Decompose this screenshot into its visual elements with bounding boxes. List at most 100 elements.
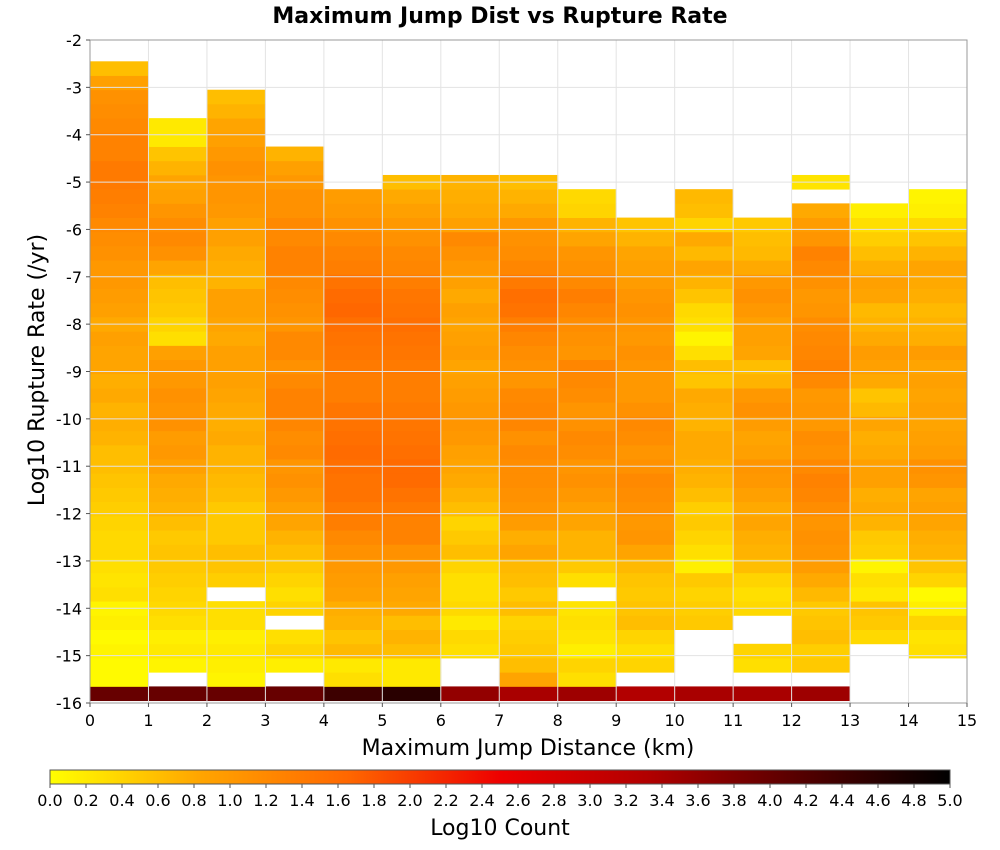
colorbar-tick-label: 5.0 — [937, 791, 962, 810]
heatmap-cell — [557, 430, 617, 446]
y-tick-label: -16 — [56, 694, 82, 713]
heatmap-cell — [908, 544, 968, 559]
heatmap-cell — [733, 430, 792, 446]
heatmap-cell — [733, 558, 792, 574]
heatmap-cell — [323, 302, 383, 318]
heatmap-cell — [148, 260, 208, 275]
heatmap-cell — [148, 643, 208, 659]
heatmap-cell — [616, 260, 676, 275]
heatmap-cell — [674, 558, 734, 574]
heatmap-cell — [440, 246, 500, 261]
heatmap-cell — [616, 246, 676, 261]
heatmap-cell — [850, 558, 909, 574]
heatmap-cell — [265, 430, 325, 446]
heatmap-cell — [499, 544, 559, 559]
x-tick-label: 5 — [377, 711, 387, 730]
heatmap-cell — [323, 515, 383, 531]
heatmap-cell — [850, 345, 909, 361]
heatmap-cell — [557, 501, 617, 517]
heatmap-cell — [908, 189, 968, 204]
heatmap-cell — [791, 586, 851, 602]
heatmap-cell — [206, 501, 266, 517]
heatmap-cell — [265, 331, 325, 346]
heatmap-cell — [616, 302, 676, 318]
heatmap-cell — [791, 558, 851, 574]
heatmap-cell — [148, 231, 208, 247]
heatmap-cell — [206, 103, 266, 119]
heatmap-cell — [850, 260, 909, 275]
heatmap-cell — [90, 515, 149, 531]
heatmap-cell — [148, 416, 208, 432]
heatmap-cell — [206, 515, 266, 531]
heatmap-cell — [265, 146, 325, 162]
heatmap-cell — [674, 246, 734, 261]
heatmap-cell — [382, 615, 442, 630]
heatmap-cell — [499, 246, 559, 261]
heatmap-cell — [733, 331, 792, 346]
heatmap-cell — [908, 359, 968, 375]
heatmap-cell — [382, 643, 442, 659]
heatmap-cell — [674, 203, 734, 218]
heatmap-cell — [206, 246, 266, 261]
heatmap-cells — [90, 61, 968, 702]
heatmap-cell — [440, 501, 500, 517]
heatmap-cell — [440, 274, 500, 290]
heatmap-cell — [440, 331, 500, 346]
heatmap-cell — [791, 302, 851, 318]
heatmap-cell — [850, 402, 909, 417]
heatmap-cell — [382, 402, 442, 417]
heatmap-cell — [908, 402, 968, 417]
colorbar-tick-label: 1.8 — [361, 791, 386, 810]
heatmap-cell — [616, 402, 676, 417]
heatmap-cell — [499, 345, 559, 361]
x-tick-label: 1 — [143, 711, 153, 730]
heatmap-cell — [206, 629, 266, 645]
heatmap-cell — [557, 189, 617, 204]
heatmap-cell — [908, 473, 968, 488]
heatmap-cell — [499, 672, 559, 687]
heatmap-cell — [908, 203, 968, 218]
heatmap-cell — [557, 686, 617, 702]
heatmap-cell — [791, 203, 851, 218]
heatmap-cell — [382, 189, 442, 204]
heatmap-cell — [323, 203, 383, 218]
heatmap-cell — [90, 530, 149, 545]
heatmap-cell — [908, 246, 968, 261]
heatmap-cell — [206, 402, 266, 417]
y-tick-label: -6 — [66, 220, 82, 239]
y-tick-label: -7 — [66, 268, 82, 287]
heatmap-cell — [499, 416, 559, 432]
y-tick-label: -11 — [56, 457, 82, 476]
heatmap-cell — [850, 331, 909, 346]
y-tick-label: -4 — [66, 126, 82, 145]
heatmap-cell — [323, 501, 383, 517]
colorbar-tick-label: 4.6 — [865, 791, 890, 810]
heatmap-cell — [206, 658, 266, 673]
heatmap-cell — [382, 558, 442, 574]
heatmap-cell — [616, 331, 676, 346]
heatmap-cell — [850, 274, 909, 290]
heatmap-cell — [323, 615, 383, 630]
heatmap-cell — [616, 643, 676, 659]
heatmap-cell — [616, 558, 676, 574]
heatmap-cell — [265, 246, 325, 261]
heatmap-cell — [499, 231, 559, 247]
y-tick-label: -3 — [66, 78, 82, 97]
heatmap-cell — [674, 373, 734, 389]
heatmap-cell — [323, 260, 383, 275]
heatmap-cell — [90, 473, 149, 488]
heatmap-cell — [733, 231, 792, 247]
heatmap-cell — [323, 586, 383, 602]
heatmap-cell — [557, 331, 617, 346]
heatmap-cell — [148, 373, 208, 389]
heatmap-cell — [148, 558, 208, 574]
heatmap-cell — [499, 530, 559, 545]
y-tick-label: -14 — [56, 599, 82, 618]
colorbar-tick-label: 4.4 — [829, 791, 854, 810]
heatmap-cell — [791, 246, 851, 261]
colorbar-tick-label: 1.6 — [325, 791, 350, 810]
heatmap-cell — [499, 331, 559, 346]
heatmap-cell — [323, 288, 383, 304]
heatmap-cell — [382, 302, 442, 318]
heatmap-cell — [557, 572, 617, 588]
